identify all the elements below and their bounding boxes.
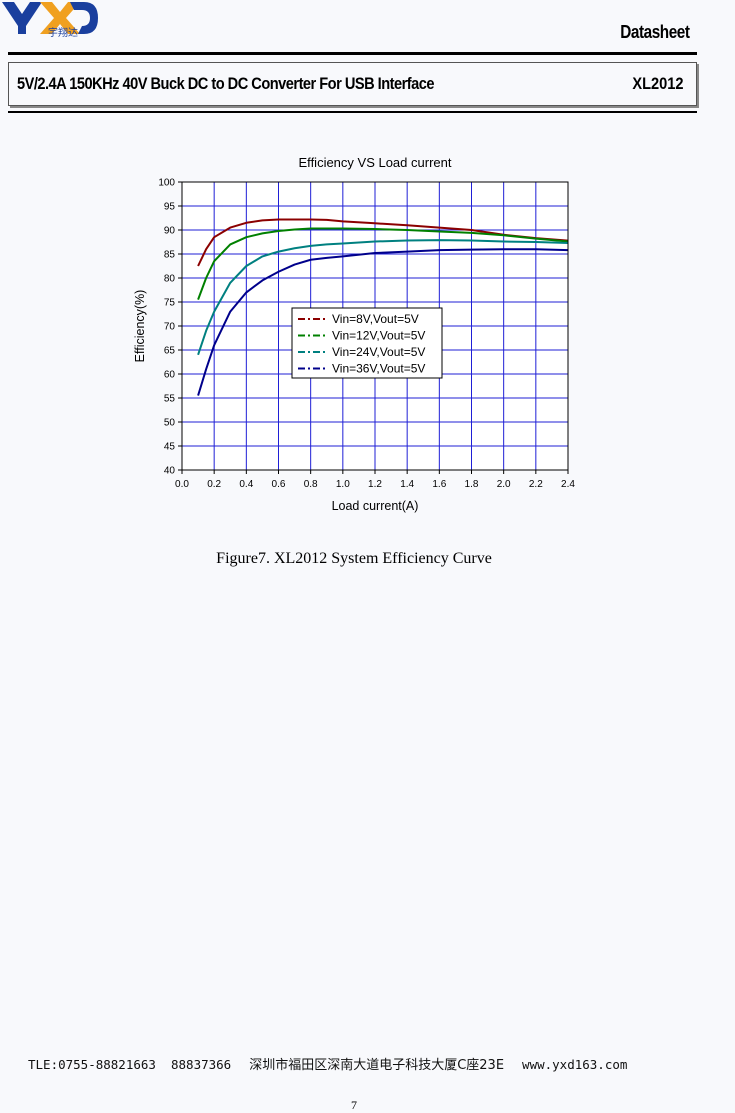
document-title: 5V/2.4A 150KHz 40V Buck DC to DC Convert… — [17, 74, 434, 93]
x-tick-label: 1.8 — [465, 479, 479, 490]
y-tick-label: 40 — [164, 466, 176, 477]
x-tick-label: 1.6 — [432, 479, 446, 490]
y-tick-label: 85 — [164, 250, 176, 261]
y-tick-label: 65 — [164, 346, 176, 357]
x-tick-label: 0.4 — [239, 479, 253, 490]
legend-entry: Vin=24V,Vout=5V — [332, 345, 425, 359]
y-tick-label: 50 — [164, 418, 176, 429]
y-tick-label: 60 — [164, 370, 176, 381]
footer-website[interactable]: www.yxd163.com — [522, 1057, 628, 1072]
y-tick-label: 45 — [164, 442, 176, 453]
chart-legend: Vin=8V,Vout=5V Vin=12V,Vout=5V Vin=24V,Vou… — [291, 307, 443, 379]
series-line-2 — [197, 227, 569, 300]
page-number: 7 — [351, 1098, 357, 1112]
logo-subtext: 宇翔达 — [48, 28, 78, 39]
part-number: XL2012 — [632, 74, 684, 93]
x-tick-label: 2.0 — [497, 479, 511, 490]
figure-caption: Figure7. XL2012 System Efficiency Curve — [216, 550, 492, 567]
doc-type-label: Datasheet — [620, 22, 691, 42]
x-tick-label: 1.4 — [400, 479, 414, 490]
y-tick-label: 100 — [158, 178, 175, 189]
x-tick-label: 1.2 — [368, 479, 382, 490]
x-tick-label: 1.0 — [336, 479, 350, 490]
x-axis-label: Load current(A) — [332, 499, 419, 513]
y-tick-label: 70 — [164, 322, 176, 333]
x-tick-label: 0.6 — [272, 479, 286, 490]
company-logo — [2, 2, 98, 34]
footer-phone: TLE:0755-88821663 88837366 — [28, 1057, 232, 1072]
title-bar: 5V/2.4A 150KHz 40V Buck DC to DC Convert… — [8, 62, 697, 106]
efficiency-chart: 0.0 0.2 0.4 0.6 0.8 1.0 1.2 1.4 1.6 1.8 2.0 2.2 2.4 4… — [133, 155, 575, 513]
y-tick-label: 90 — [164, 226, 176, 237]
x-tick-label: 2.4 — [561, 479, 575, 490]
legend-entry: Vin=12V,Vout=5V — [332, 329, 425, 343]
footer-address: 深圳市福田区深南大道电子科技大厦C座23E — [249, 1058, 505, 1073]
x-tick-label: 0.8 — [304, 479, 318, 490]
series-line-3 — [197, 239, 569, 356]
y-tick-label: 80 — [164, 274, 176, 285]
y-tick-label: 55 — [164, 394, 176, 405]
legend-entry: Vin=36V,Vout=5V — [332, 362, 425, 376]
series-line-1 — [197, 218, 569, 267]
x-tick-label: 0.0 — [175, 479, 189, 490]
y-tick-label: 95 — [164, 202, 176, 213]
legend-entry: Vin=8V,Vout=5V — [332, 312, 419, 326]
title-rule — [8, 111, 697, 113]
footer: TLE:0755-88821663 88837366 深圳市福田区深南大道电子科技… — [28, 1054, 645, 1073]
y-tick-label: 75 — [164, 298, 176, 309]
x-tick-label: 0.2 — [207, 479, 221, 490]
chart-title: Efficiency VS Load current — [299, 155, 452, 170]
series-line-4 — [197, 248, 569, 396]
x-tick-label: 2.2 — [529, 479, 543, 490]
y-axis-label: Efficiency(%) — [133, 290, 147, 363]
header-rule — [8, 52, 697, 55]
